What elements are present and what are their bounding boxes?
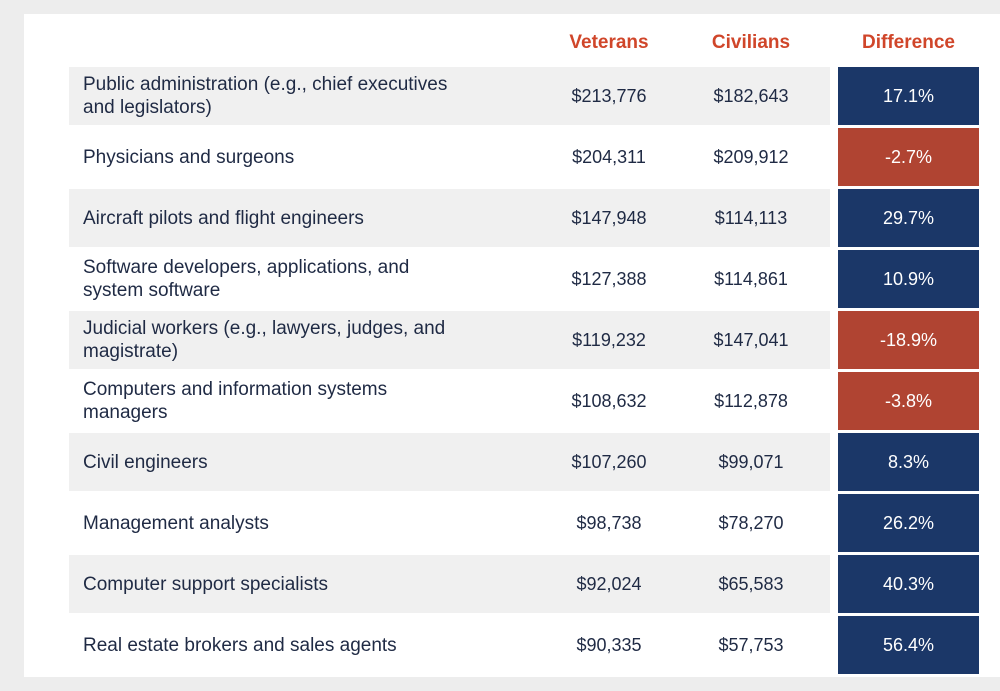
- civilians-salary: $114,861: [714, 268, 788, 289]
- civilians-salary: $99,071: [718, 451, 784, 472]
- occupation-label: Real estate brokers and sales agents: [83, 634, 397, 656]
- veterans-salary: $119,232: [572, 329, 646, 350]
- occupation-label: Public administration (e.g., chief execu…: [83, 74, 448, 118]
- difference-cell: -3.8%: [838, 372, 979, 430]
- veterans-salary: $127,388: [571, 268, 647, 289]
- table-row: Aircraft pilots and flight engineers $147…: [69, 189, 979, 247]
- civilians-salary: $65,583: [718, 573, 784, 594]
- table-row: Public administration (e.g., chief execu…: [69, 67, 979, 125]
- table-row: Management analysts $98,738 $78,270 26.2%: [69, 494, 979, 552]
- row-shade: [69, 189, 830, 247]
- difference-cell: 26.2%: [838, 494, 979, 552]
- veterans-salary: $107,260: [571, 451, 647, 472]
- veterans-salary: $98,738: [576, 512, 642, 533]
- difference-cell: -18.9%: [838, 311, 979, 369]
- occupation-label: Computers and information systems manage…: [83, 379, 388, 423]
- difference-cell: 56.4%: [838, 616, 979, 674]
- occupation-label: Civil engineers: [83, 451, 208, 473]
- header-veterans: Veterans: [569, 32, 649, 53]
- row-shade: [69, 67, 830, 125]
- civilians-salary: $78,270: [718, 512, 784, 533]
- table-row: Computers and information systems manage…: [69, 372, 979, 430]
- row-shade: [69, 433, 830, 491]
- row-shade: [69, 555, 830, 613]
- occupation-label: Physicians and surgeons: [83, 146, 295, 168]
- occupation-label: Software developers, applications, and s…: [83, 257, 410, 301]
- occupation-label: Judicial workers (e.g., lawyers, judges,…: [83, 318, 446, 362]
- table-row: Civil engineers $107,260 $99,071 8.3%: [69, 433, 979, 491]
- civilians-salary: $112,878: [714, 390, 788, 411]
- occupation-label: Computer support specialists: [83, 573, 328, 595]
- difference-cell: 10.9%: [838, 250, 979, 308]
- difference-cell: 40.3%: [838, 555, 979, 613]
- veterans-salary: $90,335: [576, 634, 642, 655]
- table-header: Veterans Civilians Difference: [24, 14, 1000, 74]
- difference-cell: 17.1%: [838, 67, 979, 125]
- salary-table: Veterans Civilians Difference Public adm…: [24, 14, 1000, 677]
- table-row: Judicial workers (e.g., lawyers, judges,…: [69, 311, 979, 369]
- veterans-salary: $147,948: [571, 207, 647, 228]
- civilians-salary: $114,113: [714, 207, 788, 228]
- row-shade: [69, 311, 830, 369]
- header-difference: Difference: [862, 32, 955, 53]
- civilians-salary: $57,753: [718, 634, 784, 655]
- civilians-salary: $147,041: [713, 329, 789, 350]
- difference-cell: 8.3%: [838, 433, 979, 491]
- civilians-salary: $209,912: [713, 146, 789, 167]
- table-row: Software developers, applications, and s…: [69, 250, 979, 308]
- occupation-label: Aircraft pilots and flight engineers: [83, 207, 364, 229]
- veterans-salary: $92,024: [576, 573, 642, 594]
- difference-cell: 29.7%: [838, 189, 979, 247]
- header-civilians: Civilians: [711, 32, 791, 53]
- table-row: Physicians and surgeons $204,311 $209,912 -…: [69, 128, 979, 186]
- civilians-salary: $182,643: [713, 85, 789, 106]
- table-row: Computer support specialists $92,024 $65,5…: [69, 555, 979, 613]
- difference-cell: -2.7%: [838, 128, 979, 186]
- table-row: Real estate brokers and sales agents $90,…: [69, 616, 979, 674]
- veterans-salary: $213,776: [571, 85, 647, 106]
- veterans-salary: $204,311: [572, 146, 646, 167]
- occupation-label: Management analysts: [83, 512, 269, 534]
- veterans-salary: $108,632: [571, 390, 647, 411]
